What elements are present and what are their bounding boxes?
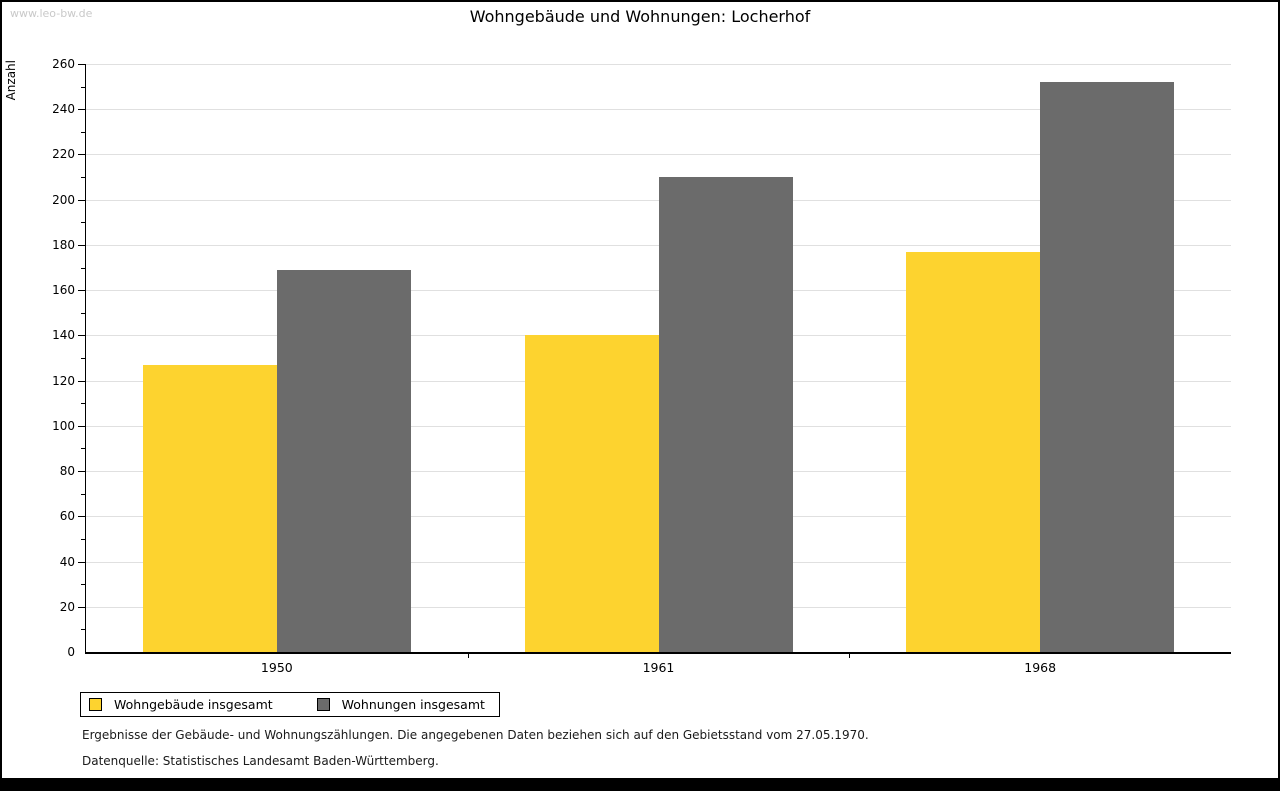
y-tick-label: 180 <box>52 237 75 252</box>
plot-area: 0 20 40 60 80 100 120 140 160 180 200 220 240 260 1950… <box>52 57 1231 675</box>
watermark: www.leo-bw.de <box>10 7 93 20</box>
footer-note: Ergebnisse der Gebäude- und Wohnungszähl… <box>82 728 869 742</box>
bar-wohnungen-1950 <box>276 269 411 652</box>
y-axis-tick <box>78 154 86 156</box>
y-axis-tick <box>78 244 86 246</box>
legend-label: Wohngebäude insgesamt <box>114 697 273 712</box>
x-category-label: 1961 <box>642 660 675 675</box>
y-tick-label: 140 <box>52 328 75 343</box>
gridline <box>86 154 1231 156</box>
bar-wohnungen-1968 <box>1040 82 1175 652</box>
bar-wohngebäude-1950 <box>142 364 277 652</box>
y-axis-tick <box>78 199 86 201</box>
y-tick-label: 260 <box>52 57 75 71</box>
bottom-bar <box>2 778 1278 789</box>
x-axis-tick <box>849 652 851 658</box>
y-axis-tick <box>78 109 86 111</box>
y-axis-tick <box>81 131 86 133</box>
y-tick-label: 80 <box>59 464 75 479</box>
y-axis-tick <box>81 312 86 314</box>
y-axis-tick <box>81 267 86 269</box>
y-tick-label: 40 <box>59 554 75 569</box>
bar-wohnungen-1961 <box>658 177 793 652</box>
y-axis-tick <box>78 561 86 563</box>
y-axis-tick <box>81 493 86 495</box>
legend-swatch-wohnungen <box>316 698 330 711</box>
y-axis-tick <box>78 516 86 518</box>
x-category-label: 1950 <box>260 660 293 675</box>
footer-source: Datenquelle: Statistisches Landesamt Bad… <box>82 754 439 768</box>
y-axis-title: Anzahl <box>4 60 18 101</box>
legend-item: Wohngebäude insgesamt <box>89 697 273 712</box>
legend: Wohngebäude insgesamt Wohnungen insgesam… <box>80 692 500 717</box>
y-axis-tick <box>78 425 86 427</box>
y-axis-tick <box>78 64 86 65</box>
y-axis-tick <box>81 448 86 450</box>
legend-label: Wohnungen insgesamt <box>341 697 485 712</box>
y-tick-label: 160 <box>52 283 75 298</box>
gridline <box>86 64 1231 65</box>
y-axis-tick <box>78 380 86 382</box>
y-axis-tick <box>78 606 86 608</box>
legend-item: Wohnungen insgesamt <box>316 697 485 712</box>
chart-title: Wohngebäude und Wohnungen: Locherhof <box>469 7 811 26</box>
x-axis-tick <box>467 652 469 658</box>
gridline <box>86 109 1231 111</box>
bar-wohngebäude-1968 <box>906 251 1041 652</box>
y-axis-tick <box>81 358 86 359</box>
y-tick-label: 60 <box>59 509 75 524</box>
y-axis-tick <box>78 335 86 337</box>
y-tick-label: 0 <box>67 645 75 659</box>
bar-wohngebäude-1961 <box>524 335 659 652</box>
y-axis-tick <box>78 471 86 473</box>
y-tick-label: 240 <box>52 102 75 117</box>
y-tick-label: 220 <box>52 147 75 162</box>
y-tick-label: 100 <box>52 418 75 433</box>
y-tick-label: 200 <box>52 192 75 207</box>
y-axis-tick <box>81 86 86 88</box>
legend-swatch-wohngebaeude <box>89 698 102 711</box>
y-axis-tick <box>81 177 86 179</box>
y-tick-label: 120 <box>52 373 75 388</box>
y-axis-tick <box>81 403 86 405</box>
x-category-label: 1968 <box>1024 660 1057 675</box>
y-tick-label: 20 <box>59 599 75 614</box>
y-axis-tick <box>81 584 86 586</box>
y-axis-tick <box>81 222 86 224</box>
y-axis-tick <box>78 290 86 292</box>
y-axis-tick <box>81 538 86 540</box>
y-axis-tick <box>81 629 86 631</box>
